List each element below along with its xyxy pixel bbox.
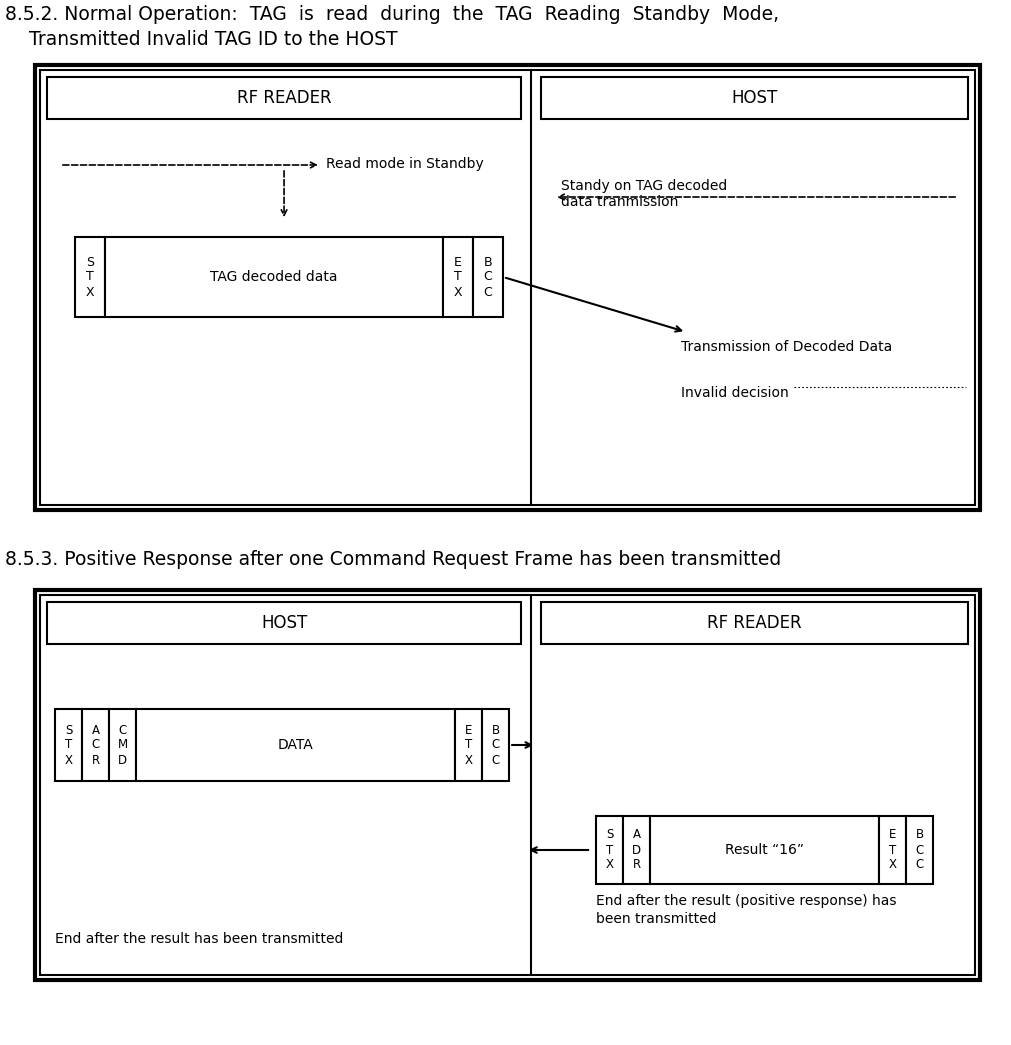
Text: C
M
D: C M D [117, 723, 127, 766]
Text: End after the result has been transmitted: End after the result has been transmitte… [55, 932, 344, 946]
Bar [596, 816, 623, 884]
Bar [906, 816, 933, 884]
Text: B
C
C: B C C [491, 723, 499, 766]
Bar [55, 137, 514, 477]
Text: HOST: HOST [261, 614, 307, 632]
Bar [473, 237, 503, 317]
Text: Standy on TAG decoded
data tranmission: Standy on TAG decoded data tranmission [561, 179, 727, 209]
Text: DATA: DATA [278, 738, 313, 752]
Bar [623, 816, 650, 884]
Bar [75, 237, 105, 317]
Bar [136, 709, 455, 781]
Bar [47, 602, 521, 644]
Text: S
T
X: S T X [606, 829, 614, 872]
Bar [455, 709, 482, 781]
Bar [109, 709, 136, 781]
Text: Transmitted Invalid TAG ID to the HOST: Transmitted Invalid TAG ID to the HOST [5, 30, 397, 49]
Text: S
T
X: S T X [86, 255, 94, 299]
Text: S
T
X: S T X [65, 723, 73, 766]
Text: B
C
C: B C C [915, 829, 924, 872]
Bar [879, 816, 906, 884]
Text: been transmitted: been transmitted [596, 912, 717, 926]
Bar [82, 709, 109, 781]
Text: B
C
C: B C C [483, 255, 492, 299]
Text: RF READER: RF READER [708, 614, 802, 632]
Text: A
D
R: A D R [632, 829, 641, 872]
Text: End after the result (positive response) has: End after the result (positive response)… [596, 895, 897, 908]
Bar [35, 590, 980, 980]
Text: 8.5.3. Positive Response after one Command Request Frame has been transmitted: 8.5.3. Positive Response after one Comma… [5, 550, 782, 568]
Text: RF READER: RF READER [237, 89, 332, 107]
Bar [40, 595, 975, 975]
Bar [105, 237, 443, 317]
Text: 8.5.2. Normal Operation:  TAG  is  read  during  the  TAG  Reading  Standby  Mod: 8.5.2. Normal Operation: TAG is read dur… [5, 5, 779, 24]
Text: E
T
X: E T X [889, 829, 897, 872]
Text: TAG decoded data: TAG decoded data [210, 270, 338, 284]
Bar [650, 816, 879, 884]
Text: Result “16”: Result “16” [725, 843, 804, 857]
Text: Read mode in Standby: Read mode in Standby [326, 157, 483, 171]
Bar [541, 602, 968, 644]
Bar [482, 709, 510, 781]
Text: E
T
X: E T X [465, 723, 472, 766]
Text: E
T
X: E T X [454, 255, 462, 299]
Bar [443, 237, 473, 317]
Text: Transmission of Decoded Data: Transmission of Decoded Data [681, 340, 893, 354]
Text: A
C
R: A C R [91, 723, 100, 766]
Text: HOST: HOST [731, 89, 777, 107]
Bar [35, 65, 980, 510]
Bar [47, 77, 521, 119]
Bar [541, 77, 968, 119]
Text: Invalid decision: Invalid decision [681, 386, 789, 400]
Bar [40, 70, 975, 505]
Bar [55, 709, 82, 781]
Bar [546, 137, 963, 257]
